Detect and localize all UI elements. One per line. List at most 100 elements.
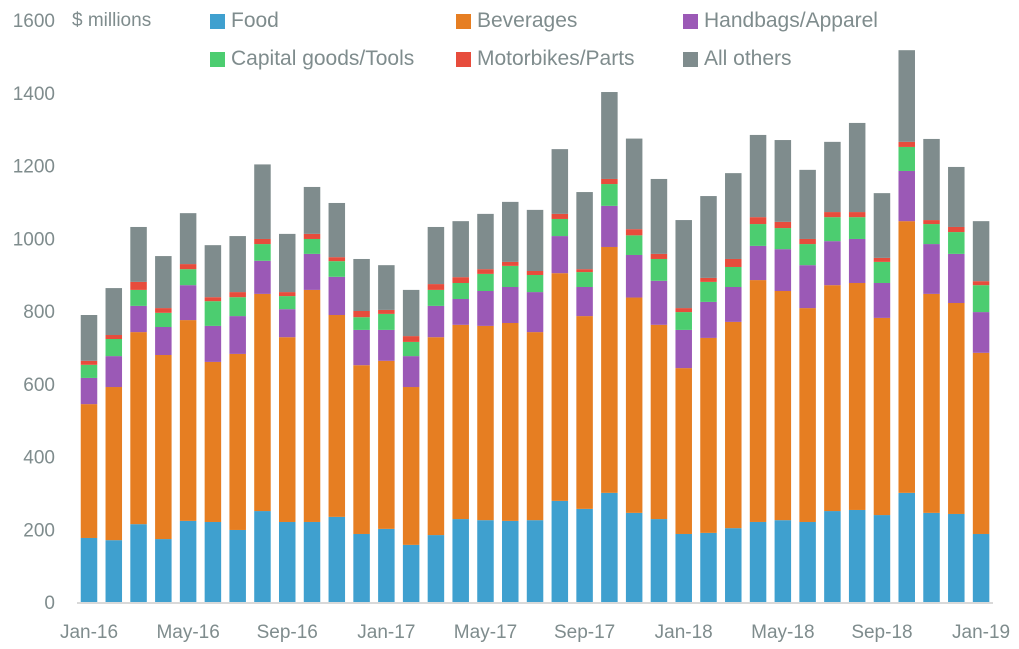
bar-segment-beverages	[229, 353, 246, 530]
bar-segment-motorbikes-parts	[80, 360, 98, 365]
bar-segment-food	[526, 520, 544, 602]
bar-segment-motorbikes-parts	[303, 233, 321, 239]
bar-segment-capital-goods-tools	[725, 266, 742, 287]
bar-segment-beverages	[873, 317, 891, 516]
bar-segment-food	[576, 508, 593, 602]
y-tick-label: 1000	[13, 229, 55, 250]
bar-stack	[625, 138, 643, 602]
bar-segment-food	[972, 533, 990, 602]
bar-segment-motorbikes-parts	[328, 257, 346, 262]
bar-segment-all-others	[155, 256, 172, 309]
bar-segment-all-others	[378, 265, 395, 310]
bar-segment-beverages	[749, 280, 767, 522]
bar-stack	[254, 164, 271, 602]
bar-segment-beverages	[774, 290, 792, 521]
bar-segment-handbags-apparel	[229, 316, 246, 354]
y-tick-label: 400	[23, 448, 55, 469]
bar-stack	[452, 221, 469, 602]
bar-segment-handbags-apparel	[948, 253, 965, 303]
bar-segment-food	[204, 521, 222, 602]
bar-segment-capital-goods-tools	[353, 317, 370, 330]
bar-stack	[328, 202, 346, 602]
bar-segment-capital-goods-tools	[700, 281, 717, 302]
bar-segment-handbags-apparel	[204, 325, 222, 362]
x-tick-label: Jan-17	[357, 622, 415, 643]
bar-segment-food	[402, 544, 420, 602]
bar-segment-food	[427, 535, 445, 602]
bar-segment-capital-goods-tools	[948, 232, 965, 254]
bar-segment-motorbikes-parts	[353, 311, 370, 318]
bar-segment-food	[898, 492, 915, 603]
bar-segment-handbags-apparel	[328, 276, 346, 315]
bar-segment-all-others	[675, 220, 692, 309]
x-tick-label: May-16	[156, 622, 219, 643]
x-tick-label: Sep-18	[851, 622, 912, 643]
bar-stack	[179, 213, 197, 602]
bar-segment-motorbikes-parts	[502, 261, 519, 266]
bar-segment-motorbikes-parts	[873, 257, 891, 262]
bar-stack	[848, 122, 866, 602]
bar-segment-beverages	[427, 337, 445, 536]
bar-segment-all-others	[972, 221, 990, 282]
bar-segment-beverages	[303, 289, 321, 522]
bar-segment-motorbikes-parts	[725, 258, 742, 267]
bar-segment-handbags-apparel	[799, 265, 816, 309]
bar-segment-motorbikes-parts	[402, 336, 420, 342]
legend-swatch-all-others	[683, 51, 698, 67]
bar-segment-food	[650, 519, 668, 602]
bar-segment-capital-goods-tools	[749, 224, 767, 246]
bar-segment-handbags-apparel	[353, 329, 370, 366]
bar-segment-handbags-apparel	[700, 301, 717, 338]
bars	[80, 50, 990, 603]
bar-segment-motorbikes-parts	[601, 178, 618, 185]
x-tick-label: Jan-18	[655, 622, 713, 643]
legend-swatch-food	[210, 13, 225, 29]
bar-segment-capital-goods-tools	[824, 217, 841, 242]
bar-segment-handbags-apparel	[80, 377, 98, 405]
bar-stack	[155, 256, 172, 602]
bar-segment-handbags-apparel	[848, 238, 866, 283]
legend-label-motorbikes-parts: Motorbikes/Parts	[477, 47, 635, 70]
bar-stack	[229, 236, 246, 602]
bar-segment-motorbikes-parts	[229, 292, 246, 298]
legend-label-food: Food	[231, 9, 279, 32]
bar-segment-beverages	[923, 293, 940, 513]
bar-segment-handbags-apparel	[749, 245, 767, 281]
legend-swatch-beverages	[456, 13, 471, 29]
y-tick-label: 800	[23, 302, 55, 323]
bar-segment-capital-goods-tools	[601, 184, 618, 206]
bar-segment-all-others	[204, 245, 222, 298]
bar-segment-capital-goods-tools	[402, 341, 420, 357]
bar-segment-all-others	[402, 289, 420, 337]
bar-segment-handbags-apparel	[873, 282, 891, 318]
bar-segment-motorbikes-parts	[477, 269, 494, 274]
bar-segment-handbags-apparel	[675, 329, 692, 369]
bar-segment-food	[799, 521, 816, 602]
bar-segment-all-others	[278, 233, 296, 293]
bar-segment-motorbikes-parts	[179, 264, 197, 270]
bar-segment-capital-goods-tools	[477, 273, 494, 291]
bar-segment-food	[923, 512, 940, 602]
bar-segment-motorbikes-parts	[824, 212, 841, 218]
bar-segment-all-others	[105, 288, 123, 335]
bar-segment-handbags-apparel	[972, 312, 990, 353]
bar-segment-beverages	[477, 325, 494, 521]
bar-segment-handbags-apparel	[254, 260, 271, 294]
bar-segment-food	[179, 520, 197, 602]
bar-segment-capital-goods-tools	[873, 261, 891, 283]
bar-segment-all-others	[130, 226, 147, 282]
bar-segment-beverages	[675, 368, 692, 534]
bar-segment-food	[278, 521, 296, 602]
bar-segment-motorbikes-parts	[625, 229, 643, 236]
bar-segment-handbags-apparel	[378, 329, 395, 361]
x-tick-label: May-17	[454, 622, 517, 643]
bar-segment-motorbikes-parts	[774, 221, 792, 229]
bar-segment-beverages	[130, 332, 147, 525]
legend-label-capital-goods-tools: Capital goods/Tools	[231, 47, 415, 70]
bar-segment-capital-goods-tools	[452, 282, 469, 299]
bar-segment-capital-goods-tools	[923, 224, 940, 245]
bar-segment-food	[551, 500, 569, 602]
bar-segment-all-others	[303, 186, 321, 234]
bar-segment-food	[378, 528, 395, 602]
y-tick-label: 600	[23, 375, 55, 396]
